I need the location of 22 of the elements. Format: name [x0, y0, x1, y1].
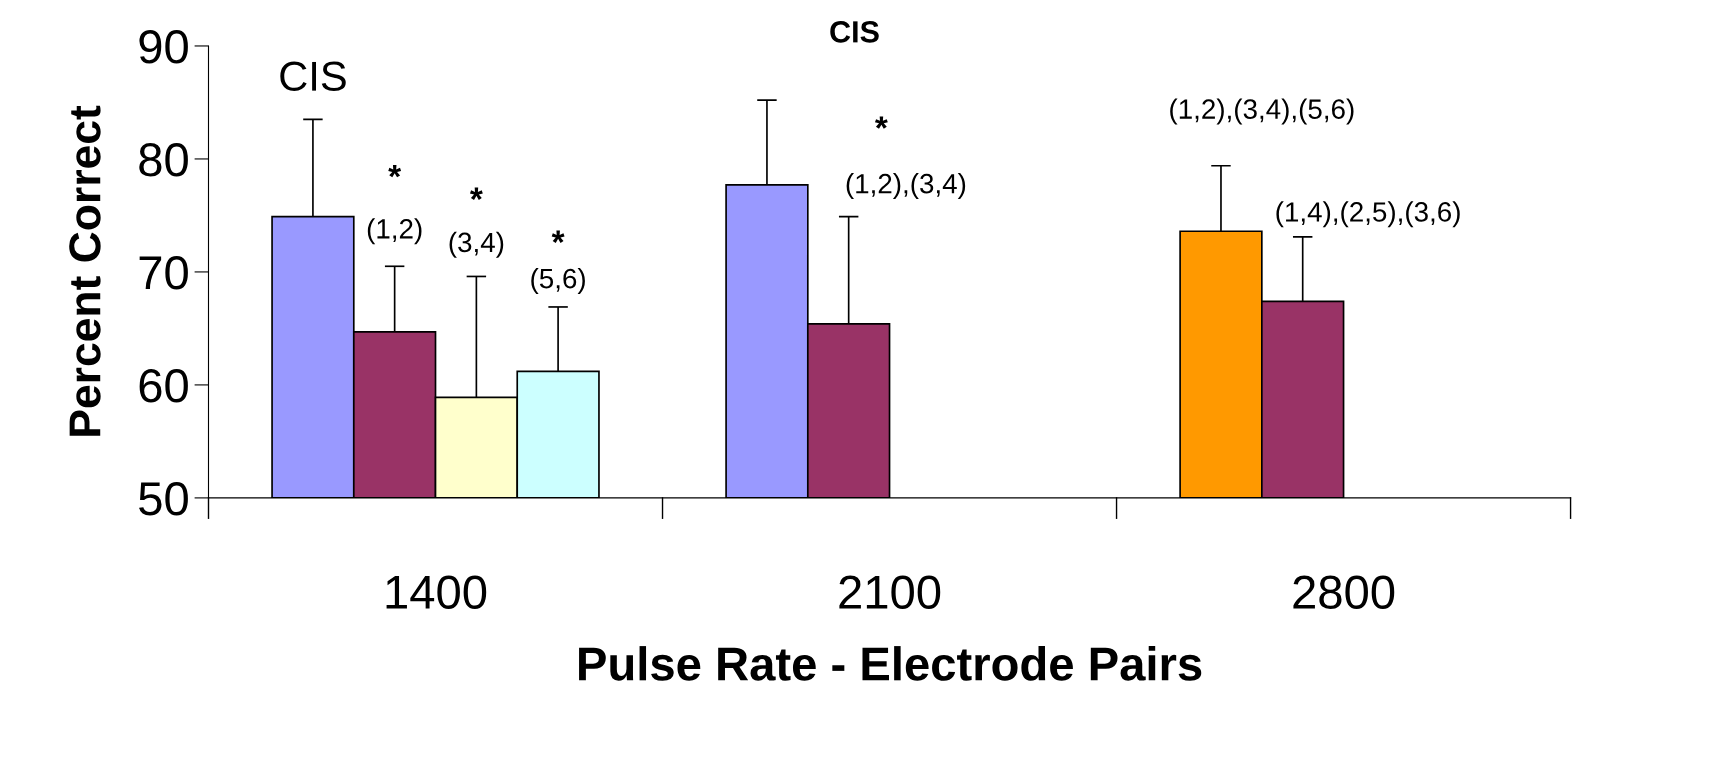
annotation: *: [469, 187, 483, 200]
annotation: (1,4),(2,5),(3,6): [1276, 201, 1460, 228]
y-tick-label: 50: [139, 482, 188, 516]
x-tick-label: 1400: [386, 575, 487, 609]
x-tick-label: 2100: [839, 575, 941, 609]
y-axis-title: Percent Correct: [69, 105, 101, 436]
y-tick-label: 60: [139, 369, 188, 403]
annotation: *: [551, 230, 565, 243]
annotation: (1,2): [367, 218, 422, 245]
annotation: *: [874, 116, 888, 129]
x-axis-title: Pulse Rate - Electrode Pairs: [579, 646, 1202, 681]
x-tick-label: 2800: [1293, 575, 1395, 609]
annotation: CIS: [280, 61, 346, 92]
y-tick-label: 80: [139, 143, 188, 177]
y-tick-label: 70: [139, 256, 188, 290]
annotation: (3,4): [449, 231, 504, 258]
annotation: *: [388, 164, 402, 178]
chart-title: CIS: [830, 21, 879, 43]
annotation: (1,2),(3,4),(5,6): [1170, 98, 1354, 125]
annotation: (5,6): [531, 268, 585, 294]
annotation: (1,2),(3,4): [846, 173, 966, 199]
y-tick-label: 90: [139, 30, 188, 64]
